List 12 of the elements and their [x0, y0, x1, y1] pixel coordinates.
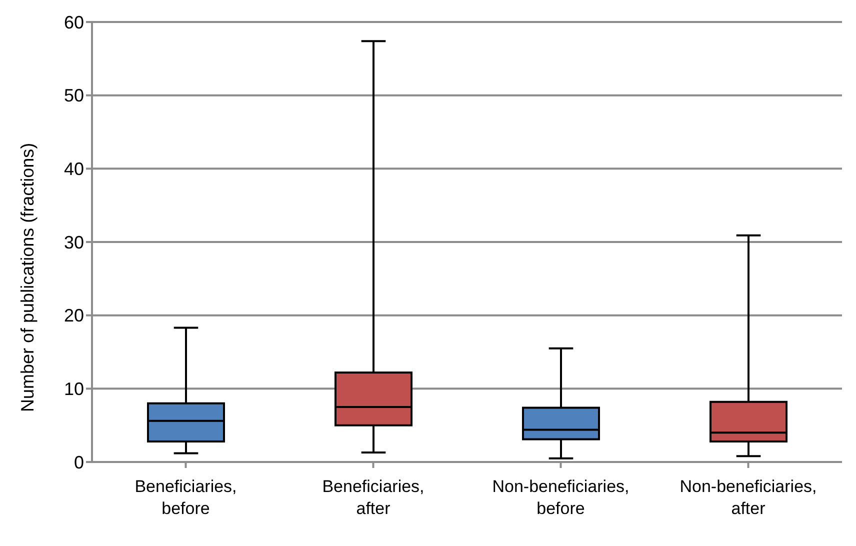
x-tick-label: Beneficiaries, after [322, 477, 424, 518]
y-tick-label: 30 [64, 232, 84, 252]
y-axis-title: Number of publications (fractions) [17, 142, 38, 412]
y-tick-label: 50 [64, 86, 84, 106]
x-tick-label: Beneficiaries, before [134, 477, 237, 518]
x-tick-label: Non-beneficiaries, before [492, 477, 630, 518]
y-tick-label: 0 [74, 452, 84, 472]
y-tick-label: 40 [64, 159, 84, 180]
y-tick-label: 10 [64, 379, 84, 400]
y-tick-label: 20 [64, 306, 84, 326]
x-tick-label: Non-beneficiaries, after [680, 477, 817, 518]
y-tick-label: 60 [64, 12, 84, 32]
